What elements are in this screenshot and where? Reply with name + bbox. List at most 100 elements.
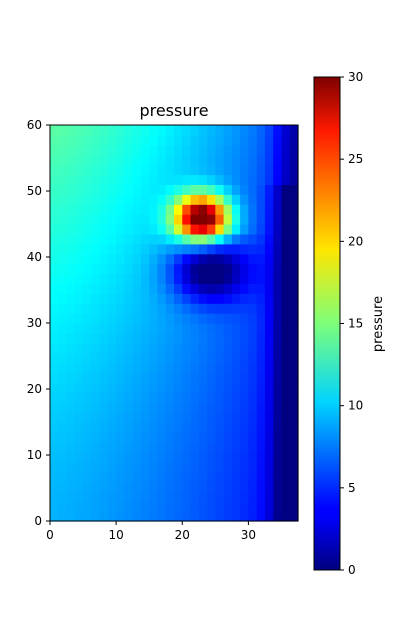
heatmap-cell <box>132 204 142 215</box>
heatmap-cell <box>215 224 225 235</box>
heatmap-cell <box>99 154 109 166</box>
heatmap-cell <box>58 511 68 522</box>
heatmap-cell <box>198 412 208 423</box>
colorbar-label: pressure <box>371 296 386 352</box>
heatmap-cell <box>50 342 59 354</box>
heatmap-cell <box>198 332 208 344</box>
colorbar-tick-label: 30 <box>348 70 363 84</box>
heatmap-cell <box>149 184 159 195</box>
heatmap-cell <box>99 214 109 225</box>
heatmap-cell <box>198 511 208 522</box>
heatmap-cell <box>149 164 159 176</box>
heatmap-cell <box>149 342 159 354</box>
heatmap-cell <box>91 243 101 255</box>
heatmap-cell <box>66 164 76 176</box>
heatmap-cell <box>182 313 192 324</box>
colorbar-tick-label: 10 <box>348 399 363 413</box>
heatmap-cell <box>149 224 159 235</box>
heatmap-cell <box>240 451 249 463</box>
heatmap-cell <box>124 382 134 393</box>
heatmap-cell <box>157 412 167 423</box>
heatmap-cell <box>91 313 101 324</box>
heatmap-cell <box>165 323 175 334</box>
heatmap-cell <box>58 323 68 334</box>
heatmap-cell <box>116 273 125 284</box>
heatmap-cell <box>66 125 76 136</box>
heatmap-cell <box>248 194 258 205</box>
heatmap-cell <box>74 164 84 176</box>
heatmap-cell <box>182 342 192 354</box>
heatmap-cell <box>140 412 150 423</box>
heatmap-cell <box>91 154 101 166</box>
heatmap-cell <box>207 501 216 512</box>
heatmap-cell <box>50 461 59 473</box>
heatmap-cell <box>264 243 274 255</box>
heatmap-cell <box>132 263 142 275</box>
heatmap-cell <box>281 332 291 344</box>
heatmap-cell <box>215 471 225 482</box>
heatmap-cell <box>91 224 101 235</box>
heatmap-cell <box>215 233 225 245</box>
heatmap-cell <box>99 392 109 403</box>
heatmap-cell <box>74 392 84 403</box>
heatmap-cell <box>116 382 125 393</box>
heatmap-cell <box>198 194 208 205</box>
heatmap-cell <box>132 422 142 433</box>
heatmap-cell <box>198 253 208 265</box>
heatmap-cell <box>289 283 299 294</box>
heatmap-cells <box>50 125 299 522</box>
heatmap-cell <box>248 511 258 522</box>
heatmap-cell <box>149 402 159 413</box>
heatmap-cell <box>240 352 249 364</box>
heatmap-cell <box>83 342 92 354</box>
heatmap-cell <box>165 501 175 512</box>
heatmap-cell <box>281 451 291 463</box>
heatmap-cell <box>273 154 283 166</box>
heatmap-cell <box>182 243 192 255</box>
heatmap-cell <box>58 402 68 413</box>
heatmap-cell <box>231 332 241 344</box>
heatmap-cell <box>264 501 274 512</box>
heatmap-cell <box>124 511 134 522</box>
heatmap-cell <box>182 323 192 334</box>
heatmap-cell <box>289 491 299 502</box>
heatmap-cell <box>231 422 241 433</box>
heatmap-cell <box>74 362 84 374</box>
heatmap-cell <box>140 441 150 453</box>
heatmap-cell <box>83 481 92 492</box>
colorbar-bar <box>313 76 341 571</box>
colorbar-tick-label: 5 <box>348 481 356 495</box>
heatmap-cell <box>223 402 233 413</box>
heatmap-cell <box>248 382 258 393</box>
heatmap-cell <box>223 243 233 255</box>
heatmap-cell <box>264 313 274 324</box>
heatmap-cell <box>74 283 84 294</box>
heatmap-cell <box>174 233 183 245</box>
heatmap-cell <box>74 491 84 502</box>
heatmap-cell <box>74 154 84 166</box>
heatmap-cell <box>107 144 117 156</box>
heatmap-cell <box>240 273 249 284</box>
heatmap-cell <box>190 134 200 146</box>
heatmap-cell <box>256 422 266 433</box>
heatmap-cell <box>281 372 291 383</box>
heatmap-cell <box>74 313 84 324</box>
heatmap-cell <box>83 214 92 225</box>
heatmap-cell <box>273 313 283 324</box>
heatmap-cell <box>140 372 150 383</box>
heatmap-cell <box>91 283 101 294</box>
heatmap-cell <box>240 214 249 225</box>
heatmap-cell <box>50 293 59 304</box>
heatmap-cell <box>248 491 258 502</box>
heatmap-cell <box>74 144 84 156</box>
heatmap-cell <box>281 184 291 195</box>
heatmap-cell <box>50 441 59 453</box>
heatmap-cell <box>157 451 167 463</box>
heatmap-cell <box>240 164 249 176</box>
heatmap-cell <box>198 501 208 512</box>
heatmap-cell <box>264 481 274 492</box>
heatmap-cell <box>124 441 134 453</box>
heatmap-cell <box>149 481 159 492</box>
heatmap-cell <box>174 501 183 512</box>
heatmap-cell <box>215 451 225 463</box>
